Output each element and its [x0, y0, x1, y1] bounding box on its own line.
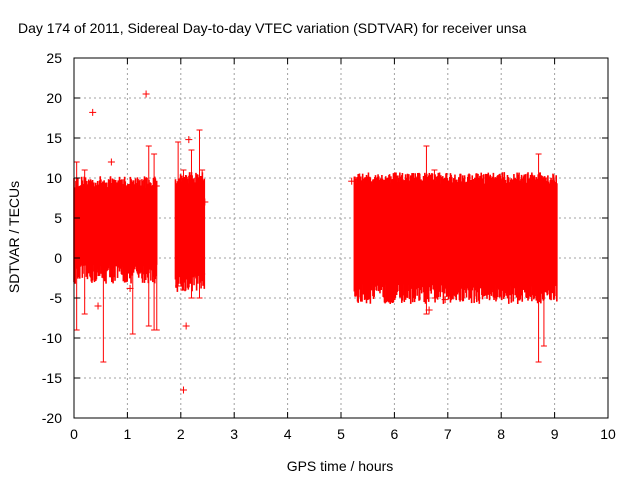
chart-title: Day 174 of 2011, Sidereal Day-to-day VTE… [18, 20, 527, 36]
outlier-point [94, 302, 102, 310]
spike [535, 153, 542, 363]
x-tick-label: 6 [391, 426, 399, 442]
spike [199, 169, 206, 275]
x-tick-label: 5 [337, 426, 345, 442]
x-tick-label: 9 [551, 426, 559, 442]
spike [175, 141, 182, 287]
x-tick-label: 8 [497, 426, 505, 442]
data-band [353, 172, 558, 304]
spike [100, 241, 107, 363]
y-tick-label: -20 [42, 410, 62, 426]
x-tick-label: 2 [177, 426, 185, 442]
outlier-point [441, 296, 449, 304]
x-tick-label: 0 [70, 426, 78, 442]
spike [153, 185, 160, 331]
spike [540, 177, 547, 347]
data-layer [73, 90, 558, 394]
y-tick-label: -5 [50, 290, 63, 306]
outlier-point [107, 158, 115, 166]
y-axis-label: SDTVAR / TECUs [6, 181, 22, 293]
outlier-point [142, 90, 150, 98]
outlier-point [179, 386, 187, 394]
spike [354, 193, 361, 267]
spike [180, 169, 187, 291]
y-tick-label: 20 [46, 90, 62, 106]
x-tick-label: 10 [600, 426, 616, 442]
spike [423, 145, 430, 315]
spike [145, 145, 152, 327]
spike [188, 149, 195, 299]
spike [431, 169, 438, 299]
x-tick-label: 4 [284, 426, 292, 442]
outlier-point [126, 284, 134, 292]
y-tick-label: -10 [42, 330, 62, 346]
y-tick-label: -15 [42, 370, 62, 386]
y-tick-label: 10 [46, 170, 62, 186]
spike [196, 129, 203, 299]
spike [81, 169, 88, 315]
outlier-point [89, 108, 97, 116]
y-tick-label: 5 [54, 210, 62, 226]
data-band [73, 176, 158, 284]
outlier-point [182, 322, 190, 330]
outlier-point [348, 177, 356, 185]
outlier-point [201, 198, 209, 206]
y-tick-label: 15 [46, 130, 62, 146]
x-tick-label: 7 [444, 426, 452, 442]
outlier-point [425, 306, 433, 314]
spike [129, 257, 136, 335]
x-tick-label: 1 [124, 426, 132, 442]
axis-ticks: 0 1 2 3 4 5 6 7 8 9 10 -20 -15 -10 -5 0 5 10 15 20 25 [42, 50, 616, 442]
outlier-point [185, 136, 193, 144]
y-tick-label: 25 [46, 50, 62, 66]
x-tick-label: 3 [230, 426, 238, 442]
x-axis-label: GPS time / hours [287, 458, 394, 474]
spike [73, 161, 80, 331]
y-tick-label: 0 [54, 250, 62, 266]
